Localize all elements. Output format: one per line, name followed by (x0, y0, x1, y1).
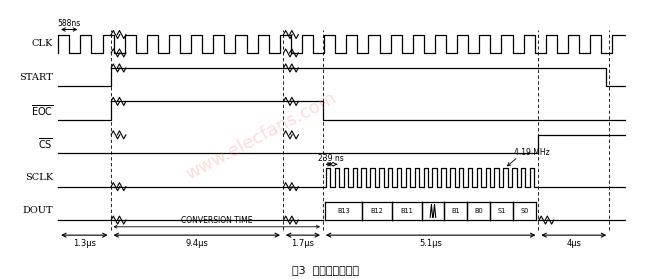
Text: 588ns: 588ns (57, 19, 81, 28)
Text: CLK: CLK (32, 39, 53, 48)
Text: DOUT: DOUT (23, 206, 53, 215)
Text: 5.1μs: 5.1μs (419, 239, 442, 248)
Text: 图3  异步模式时序图: 图3 异步模式时序图 (293, 265, 359, 275)
Text: S0: S0 (520, 208, 529, 214)
Text: www.elecfans.com: www.elecfans.com (183, 89, 340, 184)
Text: 1.3μs: 1.3μs (73, 239, 96, 248)
Text: B12: B12 (370, 208, 383, 214)
Text: START: START (20, 73, 53, 82)
Text: $\overline{\mathrm{CS}}$: $\overline{\mathrm{CS}}$ (38, 137, 53, 151)
Text: 239 ns: 239 ns (318, 154, 344, 163)
Text: $\overline{\mathrm{EOC}}$: $\overline{\mathrm{EOC}}$ (31, 103, 53, 118)
Text: SCLK: SCLK (25, 173, 53, 182)
Text: 9.4μs: 9.4μs (185, 239, 208, 248)
Text: 1.7μs: 1.7μs (291, 239, 314, 248)
Text: B11: B11 (400, 208, 413, 214)
Text: S1: S1 (497, 208, 506, 214)
Text: 4.19 MHz: 4.19 MHz (514, 148, 550, 157)
Text: B1: B1 (452, 208, 460, 214)
Text: CONVERSION TIME: CONVERSION TIME (181, 216, 252, 225)
Text: B13: B13 (337, 208, 350, 214)
Text: 4μs: 4μs (567, 239, 582, 248)
Text: B0: B0 (475, 208, 483, 214)
